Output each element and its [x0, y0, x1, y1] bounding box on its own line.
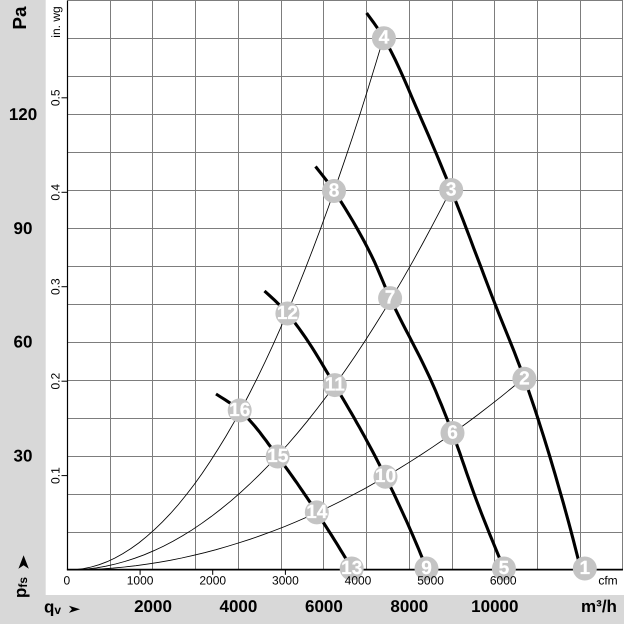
svg-text:7: 7: [385, 288, 396, 309]
svg-text:pfs: pfs: [11, 577, 30, 598]
svg-text:90: 90: [14, 219, 33, 238]
svg-text:10000: 10000: [471, 597, 518, 616]
svg-text:11: 11: [325, 375, 346, 396]
svg-text:4000: 4000: [345, 574, 372, 588]
svg-text:2: 2: [519, 368, 530, 389]
svg-text:6000: 6000: [490, 574, 517, 588]
svg-text:0.2: 0.2: [49, 373, 63, 390]
svg-text:8000: 8000: [390, 597, 428, 616]
svg-text:12: 12: [277, 303, 298, 324]
svg-text:0: 0: [64, 574, 71, 588]
svg-text:6: 6: [447, 423, 458, 444]
svg-text:0.1: 0.1: [49, 467, 63, 484]
svg-text:1000: 1000: [127, 574, 154, 588]
svg-text:2000: 2000: [134, 597, 172, 616]
svg-text:qv: qv: [44, 598, 61, 618]
svg-text:60: 60: [14, 333, 33, 352]
svg-text:5: 5: [499, 558, 510, 579]
svg-text:10: 10: [375, 466, 396, 487]
svg-text:5000: 5000: [417, 574, 444, 588]
svg-text:4000: 4000: [219, 597, 257, 616]
svg-text:9: 9: [421, 558, 432, 579]
svg-text:120: 120: [9, 105, 37, 124]
svg-text:3: 3: [446, 180, 457, 201]
svg-text:0.5: 0.5: [49, 89, 63, 106]
svg-text:14: 14: [306, 502, 328, 523]
svg-text:4: 4: [379, 28, 390, 49]
svg-text:0.3: 0.3: [49, 278, 63, 295]
svg-text:16: 16: [229, 400, 250, 421]
svg-text:13: 13: [341, 558, 362, 579]
svg-text:6000: 6000: [305, 597, 343, 616]
svg-text:cfm: cfm: [598, 574, 617, 588]
svg-text:Pa: Pa: [10, 6, 31, 30]
svg-text:0.4: 0.4: [49, 184, 63, 201]
svg-text:m³/h: m³/h: [581, 597, 617, 616]
svg-text:8: 8: [329, 181, 340, 202]
svg-text:in. wg: in. wg: [49, 6, 63, 37]
svg-text:2000: 2000: [199, 574, 226, 588]
svg-text:30: 30: [14, 447, 33, 466]
svg-text:3000: 3000: [272, 574, 299, 588]
svg-text:15: 15: [267, 446, 289, 467]
svg-text:1: 1: [580, 558, 591, 579]
